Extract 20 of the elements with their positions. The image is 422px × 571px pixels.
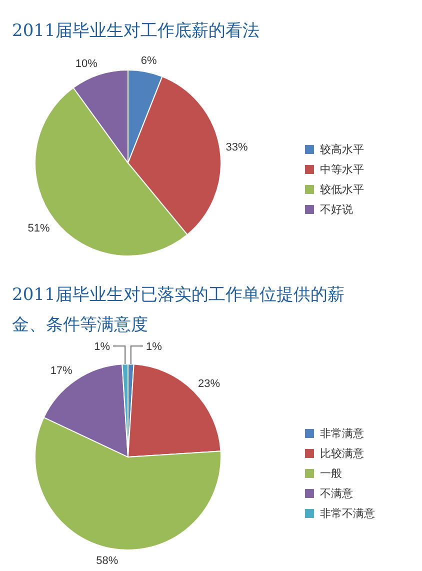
data-label: 58% — [96, 555, 118, 568]
data-label: 23% — [198, 378, 220, 390]
legend-label: 较低水平 — [320, 183, 364, 196]
data-label: 33% — [226, 142, 248, 154]
data-label: 6% — [140, 54, 157, 67]
legend-label: 比较满意 — [320, 447, 364, 460]
data-label: 10% — [75, 58, 98, 70]
legend-label: 不好说 — [320, 203, 353, 216]
data-label: 17% — [50, 365, 73, 378]
legend-label: 一般 — [320, 467, 342, 480]
legend-label: 较高水平 — [320, 143, 364, 156]
chart-title: 2011届毕业生对工作底薪的看法 — [12, 21, 260, 41]
data-label: 1% — [94, 341, 110, 353]
legend-label: 非常满意 — [320, 427, 364, 440]
legend-label: 中等水平 — [320, 163, 364, 176]
data-label: 51% — [28, 222, 50, 234]
data-label: 1% — [146, 341, 162, 353]
chart-title: 2011届毕业生对已落实的工作单位提供的薪金、条件等满意度 — [12, 285, 344, 335]
legend-label: 非常不满意 — [320, 507, 375, 520]
legend-label: 不满意 — [320, 487, 353, 500]
